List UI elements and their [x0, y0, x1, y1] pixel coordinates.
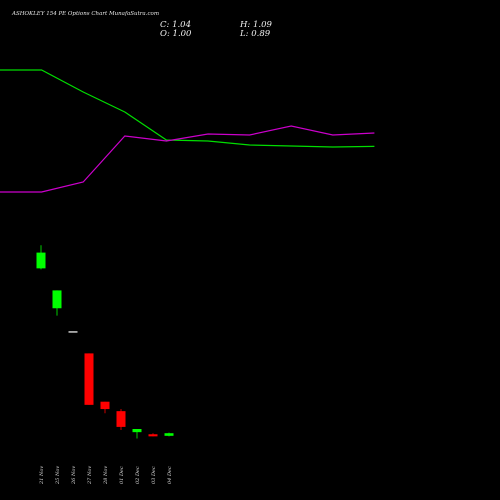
candle: [52, 290, 62, 316]
x-axis-ticks: 21 Nov 25 Nov 26 Nov 27 Nov 28 Nov 01 Dec 02 D…: [39, 466, 173, 485]
candle-body: [36, 252, 46, 269]
lines-layer: [0, 69, 375, 193]
candle-body: [100, 401, 110, 410]
close-value: C: 1.04: [160, 20, 191, 30]
x-tick-label: 01 Dec: [119, 466, 125, 484]
candle: [148, 433, 158, 437]
candle: [132, 429, 142, 439]
x-tick-label: 25 Nov: [55, 466, 61, 485]
chart-title: ASHOKLEY 154 PE Options Chart MunafaSutr…: [11, 11, 159, 17]
series-line-green: [0, 69, 375, 148]
candle-body: [148, 434, 158, 437]
candle: [36, 245, 46, 270]
x-tick-label: 27 Nov: [87, 466, 93, 485]
candle-body: [164, 433, 174, 436]
candle: [68, 331, 78, 333]
candle: [100, 401, 110, 414]
x-tick-label: 21 Nov: [39, 466, 45, 485]
x-tick-label: 26 Nov: [71, 466, 77, 485]
candle-body: [68, 331, 78, 333]
x-tick-label: 28 Nov: [103, 466, 109, 485]
candle: [84, 353, 94, 405]
candle-body: [132, 429, 142, 433]
x-tick-label: 04 Dec: [167, 466, 173, 484]
high-value: H: 1.09: [239, 20, 272, 30]
low-value: L: 0.89: [239, 29, 271, 39]
candle-body: [52, 290, 62, 309]
candle-body: [84, 353, 94, 405]
candle: [164, 432, 174, 437]
x-tick-label: 02 Dec: [135, 466, 141, 484]
candle: [116, 409, 126, 431]
series-line-magenta: [0, 125, 375, 193]
candle-body: [116, 411, 126, 427]
candles-layer: [36, 245, 174, 439]
open-value: O: 1.00: [160, 29, 192, 39]
x-tick-label: 03 Dec: [151, 466, 157, 484]
